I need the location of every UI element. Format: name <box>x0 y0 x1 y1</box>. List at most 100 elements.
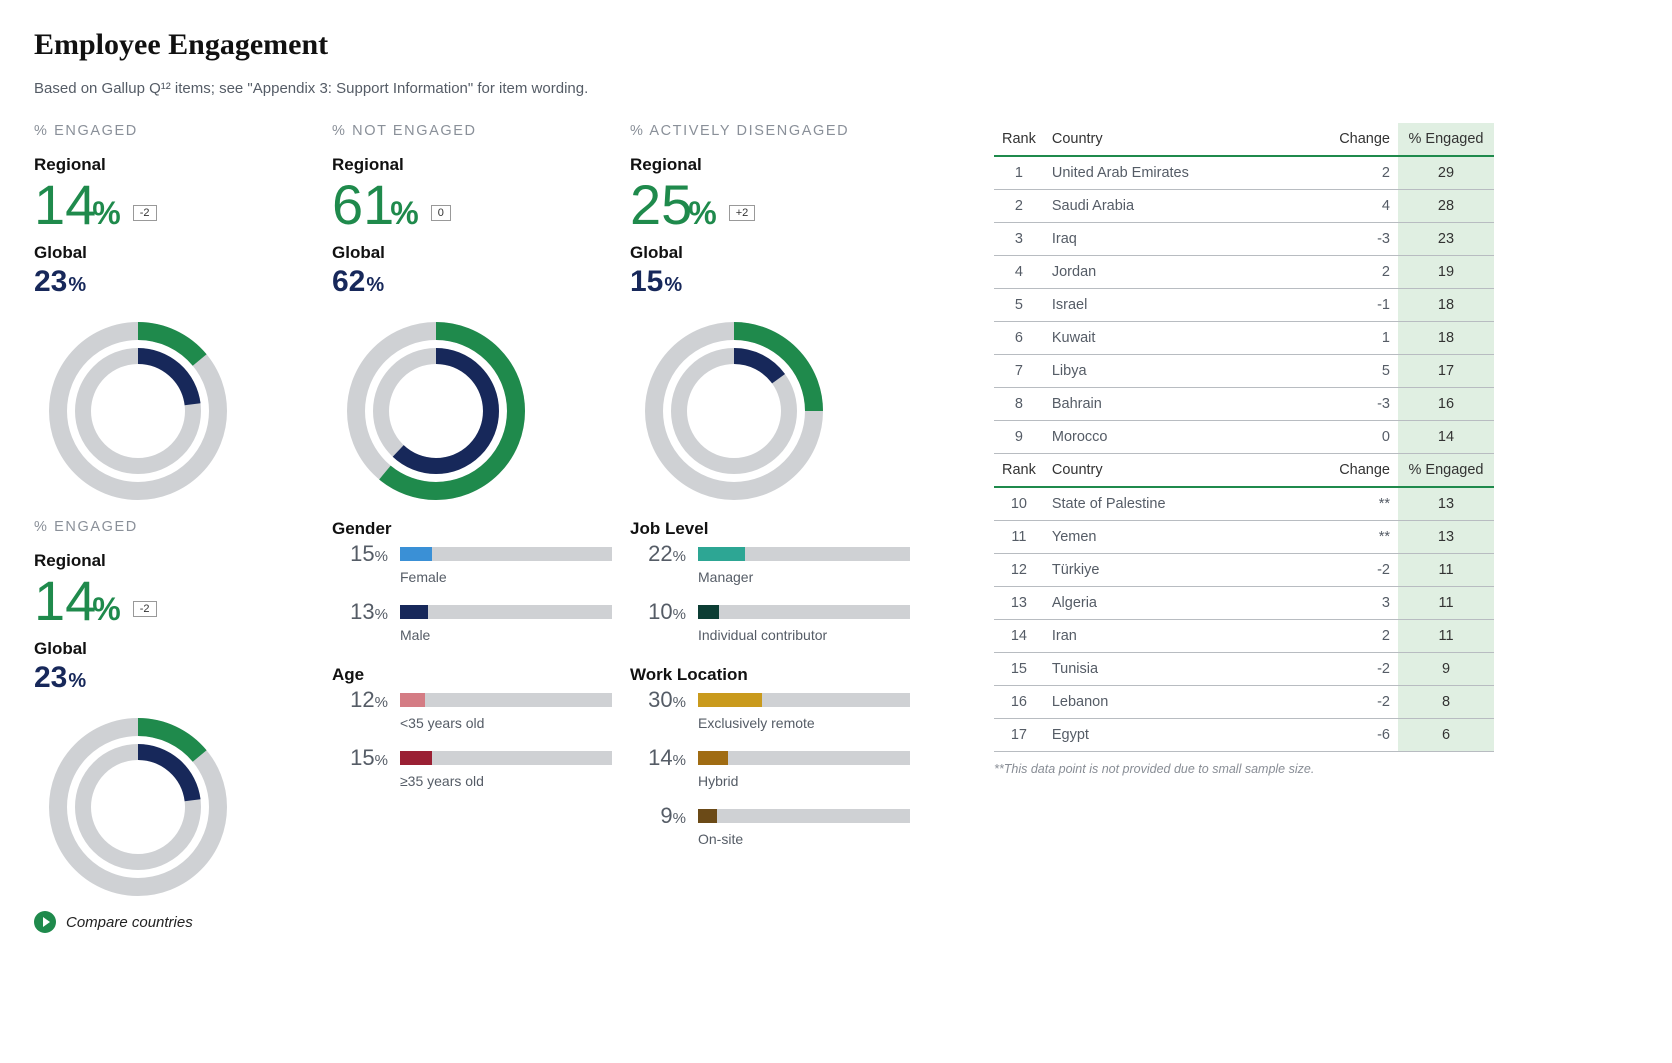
breakdown-col-1: Gender 15% Female 13% Male Age 12% <box>332 519 612 933</box>
td-engaged: 9 <box>1398 653 1494 686</box>
td-change: 0 <box>1328 421 1398 454</box>
td-engaged: 29 <box>1398 156 1494 190</box>
td-rank: 1 <box>994 156 1044 190</box>
td-country: Iran <box>1044 620 1328 653</box>
delta-badge: 0 <box>431 205 451 221</box>
td-country: Libya <box>1044 355 1328 388</box>
regional-label: Regional <box>34 551 314 571</box>
th-country: Country <box>1044 123 1328 156</box>
td-change: -2 <box>1328 686 1398 719</box>
table-row: 17 Egypt -6 6 <box>994 719 1494 752</box>
global-value: 15 <box>630 265 663 299</box>
global-label: Global <box>34 243 314 263</box>
td-engaged: 11 <box>1398 587 1494 620</box>
td-rank: 4 <box>994 256 1044 289</box>
td-engaged: 16 <box>1398 388 1494 421</box>
global-label: Global <box>34 639 314 659</box>
page-title: Employee Engagement <box>34 28 1638 62</box>
metric-label: % ENGAGED <box>34 123 314 139</box>
ranking-table-bottom: Rank Country Change % Engaged 10 State o… <box>994 454 1494 752</box>
metric-engaged: % ENGAGED Regional 14% -2 Global 23% <box>34 123 314 501</box>
bar-fill <box>400 547 432 561</box>
bar-track <box>698 809 910 823</box>
ranking-column: Rank Country Change % Engaged 1 United A… <box>994 123 1494 776</box>
td-change: -3 <box>1328 223 1398 256</box>
td-engaged: 13 <box>1398 487 1494 521</box>
global-value: 23 <box>34 265 67 299</box>
gender-group: Gender 15% Female 13% Male <box>332 519 612 643</box>
td-rank: 11 <box>994 521 1044 554</box>
td-rank: 15 <box>994 653 1044 686</box>
td-rank: 16 <box>994 686 1044 719</box>
regional-label: Regional <box>34 155 314 175</box>
td-engaged: 18 <box>1398 289 1494 322</box>
td-engaged: 18 <box>1398 322 1494 355</box>
th-engaged: % Engaged <box>1398 454 1494 487</box>
td-country: Lebanon <box>1044 686 1328 719</box>
bar-pct: 12% <box>332 687 388 713</box>
td-rank: 2 <box>994 190 1044 223</box>
td-change: -2 <box>1328 653 1398 686</box>
donut-chart <box>48 717 228 897</box>
metric-label: % NOT ENGAGED <box>332 123 612 139</box>
global-label: Global <box>630 243 910 263</box>
td-rank: 7 <box>994 355 1044 388</box>
compare-countries-link[interactable]: Compare countries <box>34 911 314 933</box>
td-change: 5 <box>1328 355 1398 388</box>
bar-item: 15% Female <box>332 541 612 585</box>
th-rank: Rank <box>994 123 1044 156</box>
global-label: Global <box>332 243 612 263</box>
bar-caption: Individual contributor <box>698 627 910 643</box>
metric-disengaged: % ACTIVELY DISENGAGED Regional 25% +2 Gl… <box>630 123 910 501</box>
bar-track <box>400 751 612 765</box>
td-country: Türkiye <box>1044 554 1328 587</box>
td-engaged: 6 <box>1398 719 1494 752</box>
table-row: 9 Morocco 0 14 <box>994 421 1494 454</box>
table-row: 2 Saudi Arabia 4 28 <box>994 190 1494 223</box>
td-rank: 8 <box>994 388 1044 421</box>
delta-badge: +2 <box>729 205 756 221</box>
td-rank: 5 <box>994 289 1044 322</box>
delta-badge: -2 <box>133 601 157 617</box>
table-row: 7 Libya 5 17 <box>994 355 1494 388</box>
td-change: -6 <box>1328 719 1398 752</box>
bar-caption: Exclusively remote <box>698 715 910 731</box>
bar-caption: Manager <box>698 569 910 585</box>
td-engaged: 8 <box>1398 686 1494 719</box>
bar-item: 15% ≥35 years old <box>332 745 612 789</box>
table-row: 5 Israel -1 18 <box>994 289 1494 322</box>
ranking-table-top: Rank Country Change % Engaged 1 United A… <box>994 123 1494 454</box>
bar-fill <box>698 693 762 707</box>
td-engaged: 19 <box>1398 256 1494 289</box>
group-title: Work Location <box>630 665 910 685</box>
bar-fill <box>698 809 717 823</box>
breakdown-row: % ENGAGED Regional 14% -2 Global 23% Com… <box>34 519 914 933</box>
td-country: Israel <box>1044 289 1328 322</box>
delta-badge: -2 <box>133 205 157 221</box>
td-rank: 17 <box>994 719 1044 752</box>
bar-fill <box>400 751 432 765</box>
regional-value: 14% <box>34 177 121 233</box>
bar-track <box>400 547 612 561</box>
donut-chart <box>48 321 228 501</box>
td-country: Jordan <box>1044 256 1328 289</box>
td-rank: 9 <box>994 421 1044 454</box>
table-row: 16 Lebanon -2 8 <box>994 686 1494 719</box>
td-engaged: 11 <box>1398 554 1494 587</box>
bar-item: 9% On-site <box>630 803 910 847</box>
group-title: Age <box>332 665 612 685</box>
bar-pct: 15% <box>332 745 388 771</box>
td-change: -1 <box>1328 289 1398 322</box>
global-value: 23 <box>34 661 67 695</box>
work-location-group: Work Location 30% Exclusively remote 14%… <box>630 665 910 847</box>
td-change: 3 <box>1328 587 1398 620</box>
table-row: 14 Iran 2 11 <box>994 620 1494 653</box>
bar-caption: Female <box>400 569 612 585</box>
bar-track <box>698 751 910 765</box>
bar-item: 13% Male <box>332 599 612 643</box>
metric-label: % ACTIVELY DISENGAGED <box>630 123 910 139</box>
td-engaged: 17 <box>1398 355 1494 388</box>
engaged-repeat-label: % ENGAGED <box>34 519 314 535</box>
bar-pct: 30% <box>630 687 686 713</box>
metric-not_engaged: % NOT ENGAGED Regional 61% 0 Global 62% <box>332 123 612 501</box>
